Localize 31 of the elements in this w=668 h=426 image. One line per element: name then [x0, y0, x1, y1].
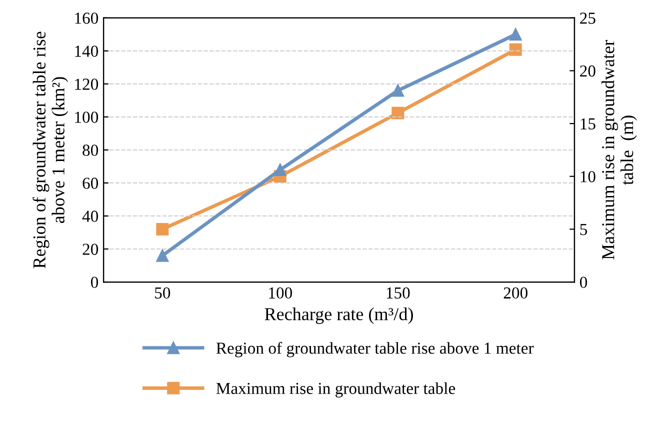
y-tick-label: 120 [75, 78, 98, 90]
y2-tick-label: 20 [580, 65, 596, 77]
y-tick-label: 140 [75, 46, 98, 57]
x-axis-title: Recharge rate (m³/d) [264, 308, 413, 324]
y-tick-label: 60 [82, 178, 98, 189]
x-tick-label: 200 [504, 287, 528, 299]
y2-tick-label: 25 [580, 12, 596, 24]
y2-tick-label: 5 [580, 224, 588, 236]
y2-tick-label: 15 [580, 118, 596, 130]
y2-tick-label: 10 [580, 171, 596, 182]
x-tick-label: 150 [386, 287, 410, 299]
point [392, 106, 404, 120]
y-tick-label: 100 [75, 112, 98, 123]
point [392, 84, 404, 97]
y2-tick-label: 0 [580, 276, 588, 288]
y-axis-title: Region of groundwater table rise above 1 meter (km²) [32, 32, 68, 268]
x-tick-label: 50 [155, 287, 170, 299]
legend-label: Region of groundwater table rise above 1 meter [216, 342, 534, 358]
point [156, 249, 169, 262]
x-tick-label: 100 [269, 287, 292, 299]
point [509, 28, 522, 41]
y-tick-label: 20 [82, 244, 98, 255]
y-tick-label: 40 [82, 210, 98, 222]
y-tick-label: 0 [90, 276, 98, 288]
point [156, 222, 169, 236]
point [274, 164, 286, 176]
y-tick-label: 160 [75, 12, 98, 24]
y-tick-label: 80 [82, 144, 98, 156]
legend-label: Maximum rise in groundwater table [216, 382, 456, 398]
y2-axis-title: Maximum rise in groundwater table (m) [602, 40, 637, 260]
point [509, 43, 522, 56]
